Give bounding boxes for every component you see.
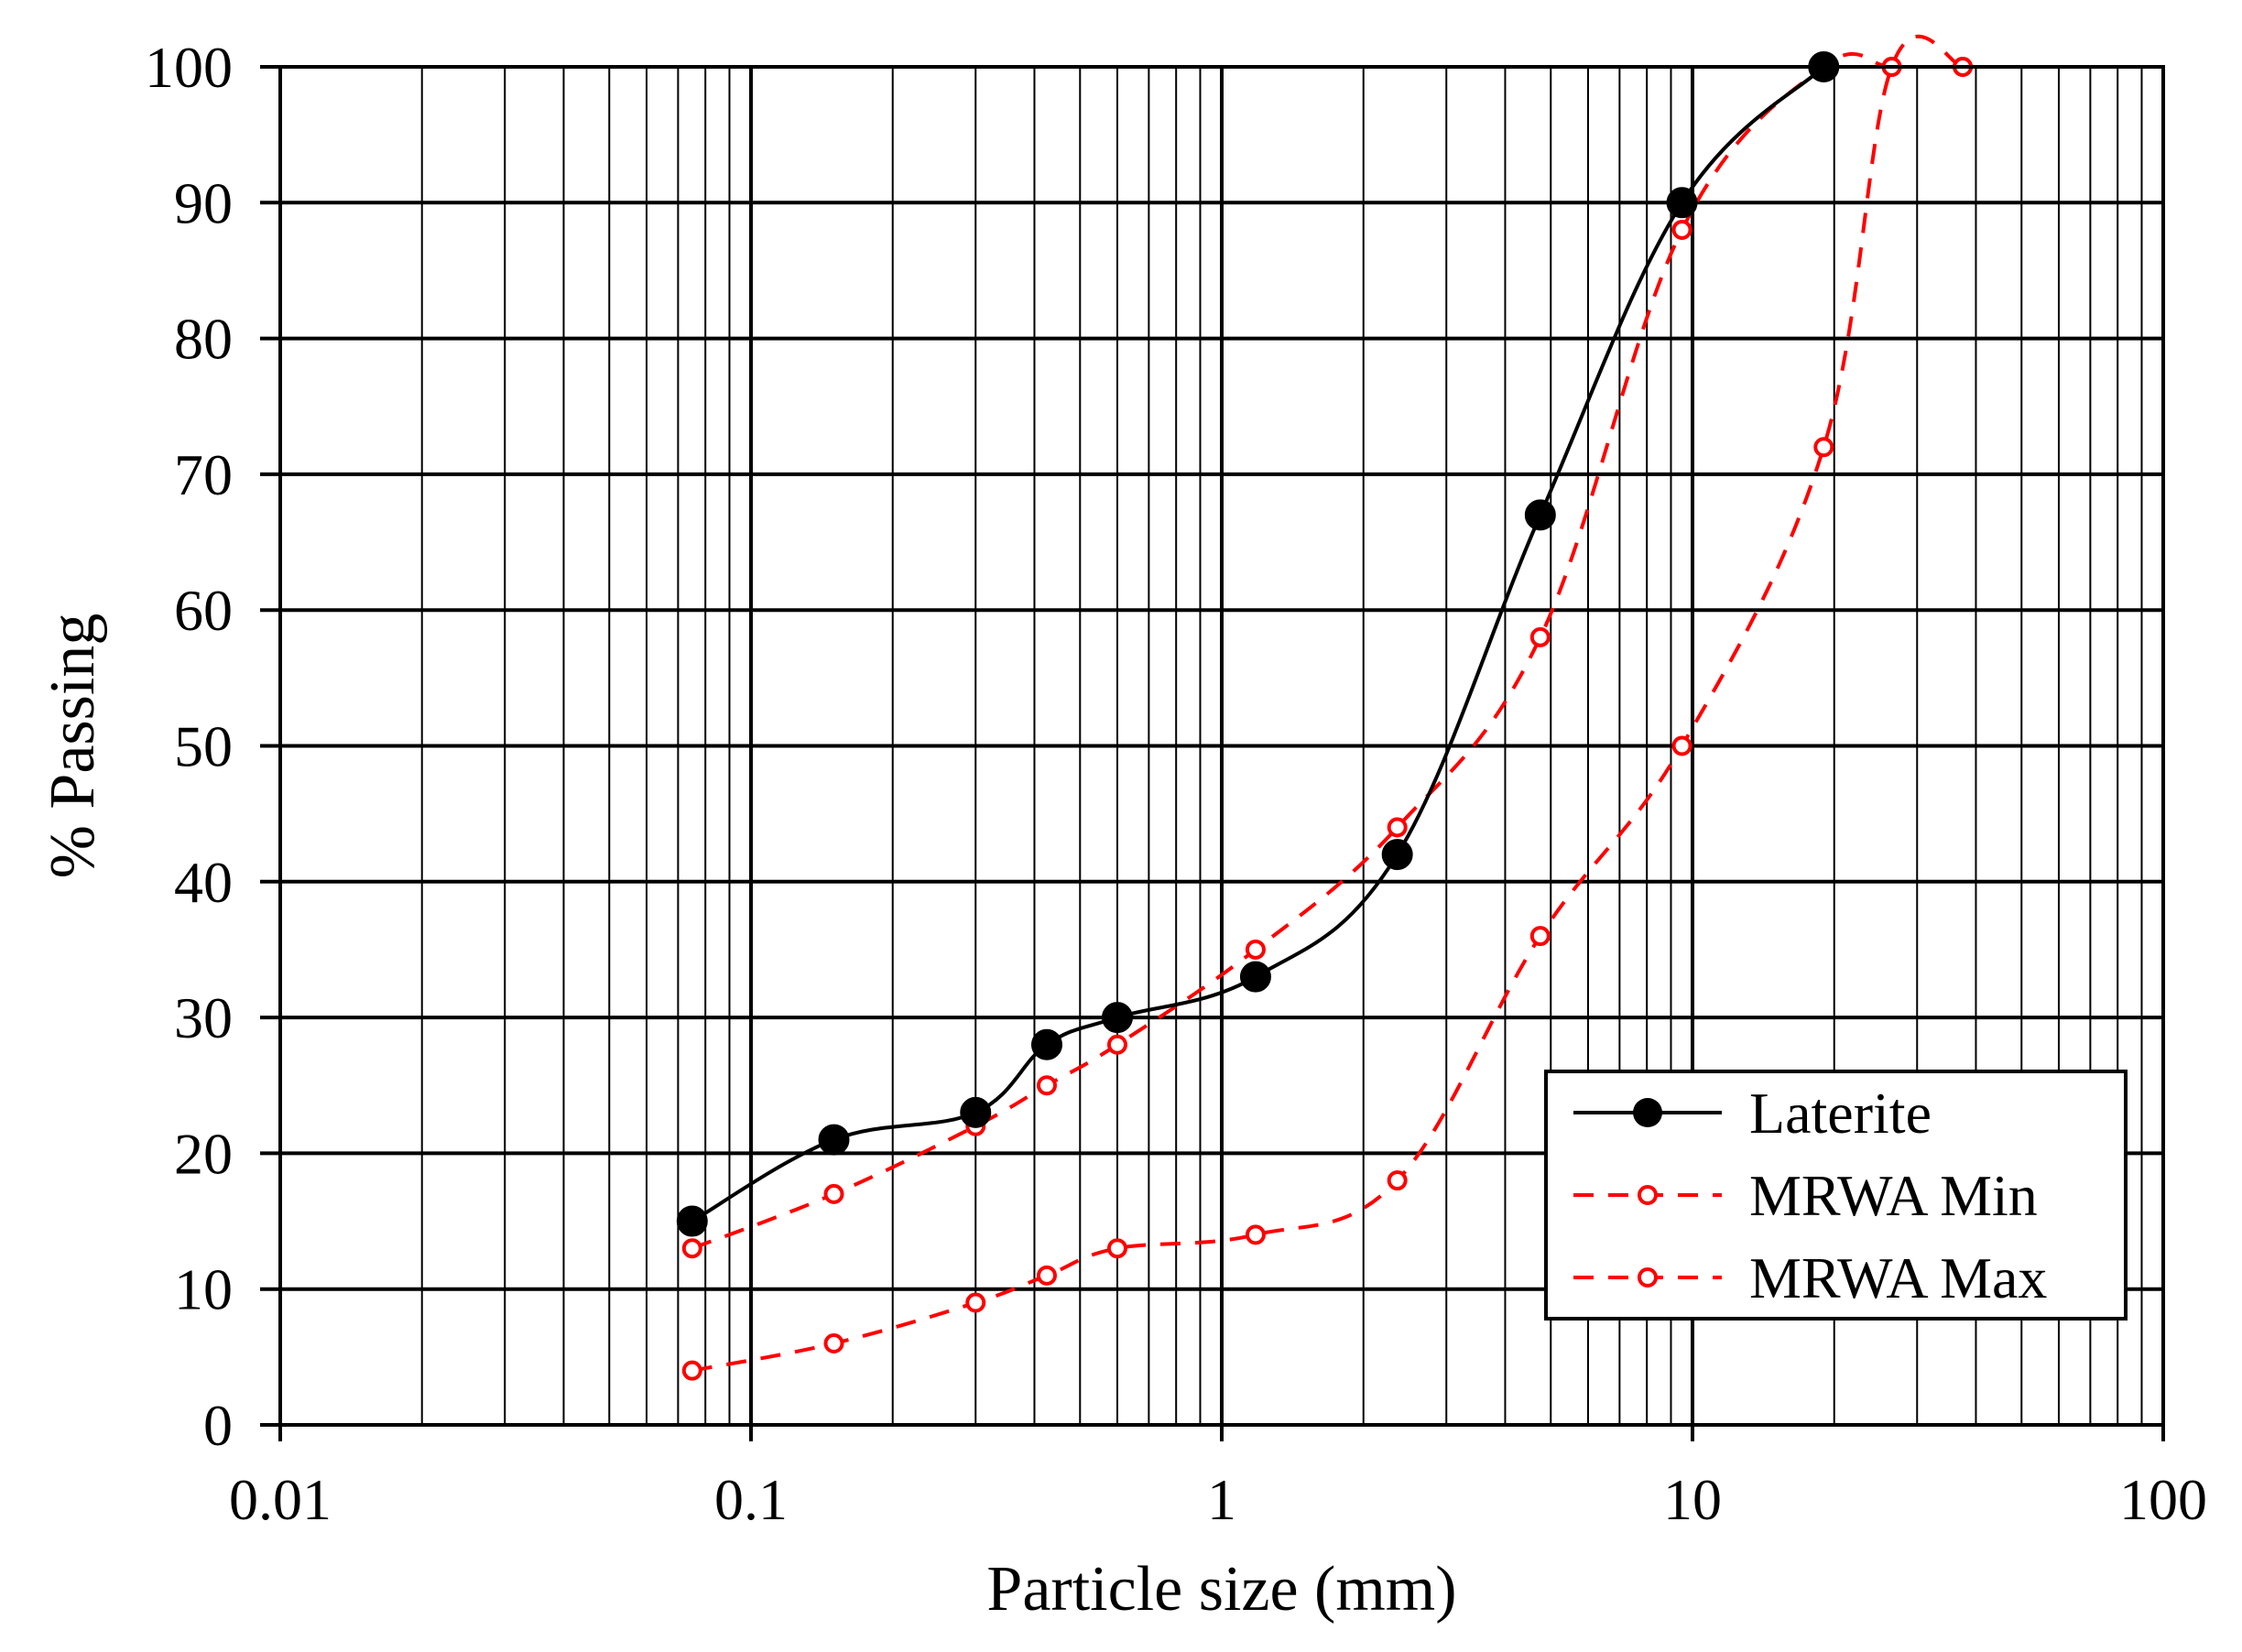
data-point-laterite [676,1205,708,1237]
x-tick-labels: 0.01 0.1 1 10 100 [229,1467,2207,1532]
data-point-mrwa-max [823,1333,844,1354]
x-tick-label: 0.1 [714,1467,788,1532]
y-tick-label: 40 [174,850,233,915]
y-tick-label: 80 [174,307,233,372]
x-axis-title: Particle size (mm) [986,1554,1456,1625]
data-point-mrwa-min [1529,626,1551,647]
data-point-mrwa-max [1387,1170,1408,1191]
data-point-mrwa-max [1036,1265,1057,1286]
legend-marker-mrwa-min [1638,1185,1658,1205]
legend-item-mrwa-min: MRWA Min [1573,1163,2038,1228]
x-tick-label: 0.01 [229,1467,332,1532]
y-tick-label: 90 [174,170,233,235]
legend: Laterite MRWA Min MRWA Max [1544,1070,2128,1321]
data-point-mrwa-max [1813,437,1834,458]
data-point-mrwa-min [1245,939,1266,960]
legend-item-mrwa-max: MRWA Max [1573,1245,2047,1310]
data-point-mrwa-max [681,1360,702,1381]
data-point-laterite [1239,961,1271,993]
data-point-laterite [1524,499,1556,531]
y-tick-label: 50 [174,714,233,779]
legend-label-laterite: Laterite [1749,1081,1932,1146]
series-line-mrwa-min [691,51,1964,1251]
y-tick-label: 30 [174,985,233,1050]
data-point-mrwa-min [1106,1034,1127,1055]
x-tick-label: 100 [2119,1467,2207,1532]
y-axis-title: % Passing [38,614,108,879]
data-point-laterite [818,1124,850,1156]
y-tick-label: 70 [174,442,233,507]
plot-frame [278,65,2165,1427]
data-point-mrwa-min [1036,1075,1057,1096]
y-tick-label: 60 [174,578,233,643]
data-point-mrwa-max [965,1292,986,1313]
series-laterite [676,51,1840,1237]
legend-item-laterite: Laterite [1573,1081,1932,1146]
legend-label-mrwa-max: MRWA Max [1749,1245,2047,1310]
data-point-mrwa-max [1671,735,1692,756]
y-tick-label: 0 [203,1393,233,1458]
y-tick-labels: 0 10 20 30 40 50 60 70 80 90 100 [145,35,233,1458]
legend-marker-laterite [1633,1098,1662,1127]
data-point-mrwa-min [823,1183,844,1204]
y-tick-label: 100 [145,35,233,100]
data-point-laterite [960,1096,992,1128]
data-point-laterite [1101,1002,1133,1034]
data-point-laterite [1666,187,1698,219]
x-tick-label: 1 [1207,1467,1236,1532]
data-point-mrwa-min [681,1238,702,1259]
data-point-laterite [1030,1028,1062,1060]
data-point-mrwa-max [1529,926,1551,947]
legend-label-mrwa-min: MRWA Min [1749,1163,2038,1228]
data-point-mrwa-max [1106,1238,1127,1259]
y-tick-label: 10 [174,1257,233,1322]
x-tick-label: 10 [1663,1467,1722,1532]
series-layer [676,34,1974,1381]
series-line-laterite [691,65,1825,1223]
y-tick-label: 20 [174,1121,233,1186]
data-point-mrwa-min [1671,219,1692,240]
data-point-mrwa-min [1387,817,1408,838]
data-point-mrwa-max [1245,1224,1266,1245]
legend-marker-mrwa-max [1638,1267,1658,1288]
data-point-laterite [1381,839,1413,871]
